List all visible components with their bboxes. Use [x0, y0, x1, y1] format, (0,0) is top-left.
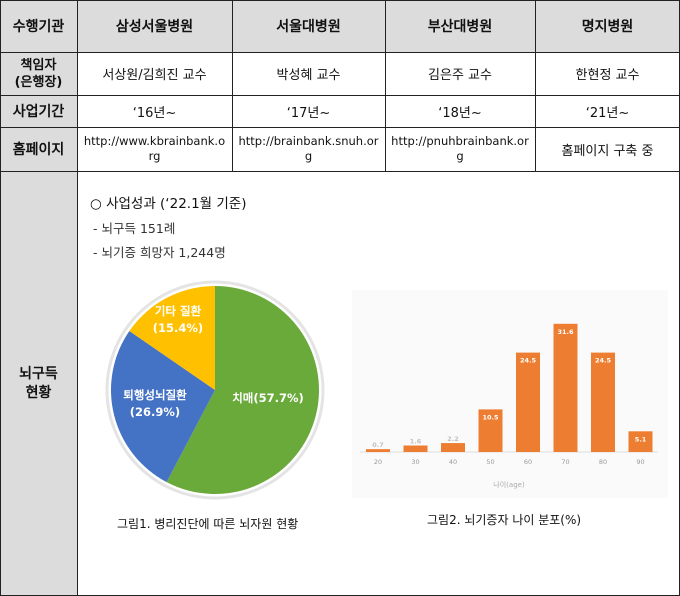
bar-tick-label: 40 [449, 458, 457, 466]
summary-line-2: - 뇌기증 희망자 1,244명 [93, 245, 226, 260]
bar [591, 352, 615, 452]
row-header-status: 뇌구득 현황 [0, 171, 77, 596]
bar [516, 352, 540, 452]
bar-value-label: 31.6 [557, 328, 574, 336]
period-col-2: ‘17년~ [286, 105, 331, 121]
bar-tick-label: 70 [561, 458, 569, 466]
row-header-manager: 책임자 (은행장) [0, 52, 77, 95]
bar [366, 449, 390, 452]
pie-chart: 치매(57.7%) 퇴행성뇌질환 (26.9%) 기타 질환 (15.4%) [105, 280, 325, 500]
grid-line [0, 127, 680, 128]
bar-value-label: 1.6 [410, 438, 422, 446]
bar-xlabel: 나이(age) [493, 480, 525, 489]
bar-chart: 0.7 20 1.6 30 2.2 40 10.5 50 24.5 60 31.6 70 24.5 80 5… [352, 290, 668, 498]
homepage-col-4: 홈페이지 구축 중 [561, 143, 654, 159]
grid-line [0, 52, 680, 53]
header-col-3: 부산대병원 [385, 0, 535, 52]
bar [441, 443, 465, 452]
pie-label-neuro: 퇴행성뇌질환 (26.9%) [123, 388, 187, 419]
grid-line [0, 171, 680, 172]
period-col-1: ‘16년~ [132, 105, 177, 121]
pie-slice-neuro [110, 331, 215, 483]
bar-tick-label: 80 [599, 458, 607, 466]
bar-value-label: 24.5 [520, 357, 537, 365]
grid-line [385, 0, 386, 171]
bar [628, 431, 653, 452]
summary-line-1: - 뇌구득 151례 [93, 221, 176, 236]
bar-tick-label: 90 [636, 458, 644, 466]
bar-caption: 그림2. 뇌기증자 나이 분포(%) [427, 513, 582, 527]
pie-slice-other [129, 286, 215, 390]
pie-label-dementia: 치매(57.7%) [232, 391, 304, 405]
summary-title: ○ 사업성과 (‘22.1월 기준) [90, 196, 247, 212]
homepage-col-1[interactable]: http://www.kbrainbank.org [83, 134, 226, 163]
grid-line [77, 0, 78, 596]
row-header-homepage: 홈페이지 [0, 127, 77, 171]
bar-value-label: 5.1 [635, 435, 647, 443]
pie-label-other: 기타 질환 (15.4%) [153, 304, 203, 335]
homepage-col-2[interactable]: http://brainbank.snuh.org [238, 134, 379, 163]
header-col-1: 삼성서울병원 [77, 0, 232, 52]
bar-tick-label: 30 [411, 458, 419, 466]
header-col-2: 서울대병원 [232, 0, 385, 52]
bar-tick-label: 60 [524, 458, 532, 466]
pie-slice-dementia [166, 286, 319, 494]
grid-line [535, 0, 536, 171]
manager-col-2: 박성혜 교수 [276, 68, 341, 83]
bar-value-label: 0.7 [372, 441, 384, 449]
manager-col-4: 한현정 교수 [575, 68, 640, 83]
manager-col-1: 서상원/김희진 교수 [102, 68, 207, 83]
bar [553, 323, 578, 452]
bar-tick-label: 50 [486, 458, 494, 466]
header-col-4: 명지병원 [535, 0, 680, 52]
bar-value-label: 24.5 [595, 357, 612, 365]
period-col-4: ‘21년~ [585, 105, 630, 121]
bar [403, 445, 428, 452]
manager-col-3: 김은주 교수 [428, 68, 492, 83]
homepage-col-3[interactable]: http://pnuhbrainbank.org [391, 134, 529, 163]
header-agency: 수행기관 [0, 0, 77, 52]
bar-value-label: 2.2 [447, 435, 459, 443]
bar [478, 409, 503, 452]
grid-line [0, 0, 1, 596]
period-col-3: ‘18년~ [438, 105, 482, 121]
grid-line [232, 0, 233, 171]
bar-tick-label: 20 [374, 458, 382, 466]
bar-value-label: 10.5 [482, 413, 499, 421]
grid-line [0, 0, 680, 1]
row-header-period: 사업기간 [0, 95, 77, 127]
pie-caption: 그림1. 병리진단에 따른 뇌자원 현황 [117, 517, 299, 531]
grid-line [0, 95, 680, 96]
